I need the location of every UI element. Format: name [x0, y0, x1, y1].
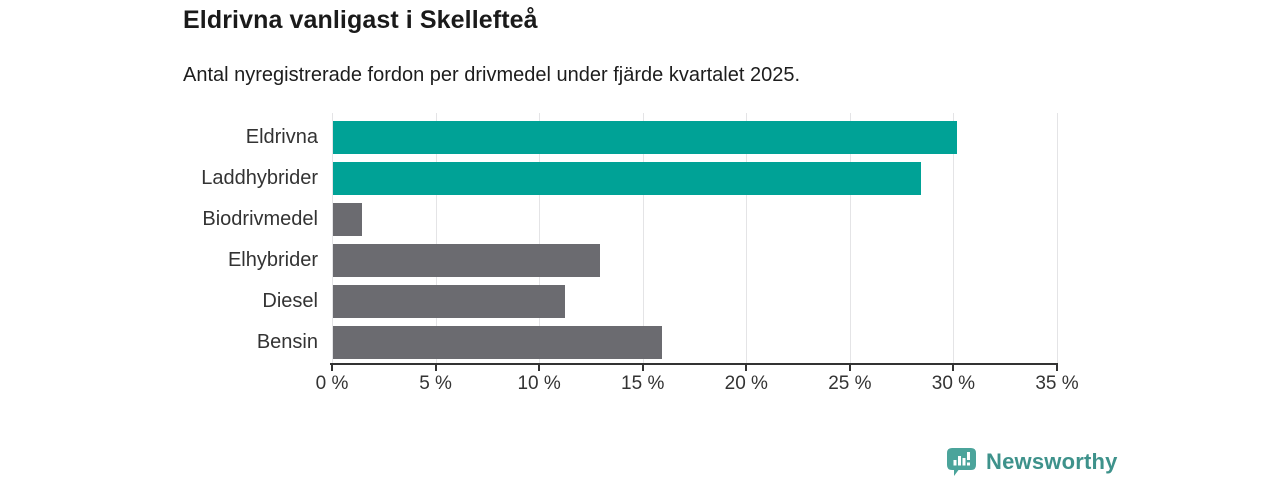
bar — [333, 285, 565, 318]
newsworthy-bar-chart-bubble-icon — [947, 448, 976, 476]
x-axis-tick-mark — [538, 365, 541, 371]
x-axis-tick-label: 25 % — [828, 373, 872, 394]
plot-area — [332, 113, 1058, 363]
x-axis-ticks: 0 % 5 % 10 % 15 % 20 % 25 % 30 % 35 % — [316, 365, 1079, 405]
newsworthy-logo: Newsworthy — [945, 446, 1118, 478]
x-axis-tick-label: 30 % — [931, 373, 976, 394]
bar — [333, 121, 957, 154]
x-axis-tick-label: 15 % — [621, 373, 665, 394]
category-label: Biodrivmedel — [202, 208, 318, 230]
x-axis-tick-mark — [331, 365, 333, 371]
gridline — [953, 113, 955, 363]
chart-subtitle: Antal nyregistrerade fordon per drivmede… — [183, 64, 801, 86]
x-axis-tick-mark — [745, 365, 748, 371]
x-axis-tick-label: 5 % — [419, 373, 452, 394]
category-label: Bensin — [256, 331, 318, 353]
gridline — [642, 113, 644, 363]
x-axis-tick-mark — [1056, 365, 1058, 371]
bar — [333, 162, 922, 195]
gridline — [539, 113, 541, 363]
x-axis-tick-label: 10 % — [517, 373, 561, 394]
bar — [333, 244, 601, 277]
category-label: Diesel — [262, 290, 318, 312]
gridline — [849, 113, 851, 363]
bar — [333, 326, 663, 359]
x-axis-line — [330, 363, 1058, 365]
newsworthy-logo-text: Newsworthy — [986, 449, 1118, 474]
gridline — [746, 113, 748, 363]
gridline — [1057, 113, 1058, 363]
x-axis-tick-mark — [434, 365, 437, 371]
x-axis-tick-label: 20 % — [724, 373, 768, 394]
category-label: Elhybrider — [227, 249, 318, 271]
x-axis-tick-label: 0 % — [315, 373, 349, 394]
x-axis-tick-mark — [952, 365, 955, 371]
category-label: Laddhybrider — [201, 167, 318, 189]
x-axis-tick-mark — [641, 365, 644, 371]
x-axis-tick-mark — [848, 365, 851, 371]
gridline — [435, 113, 437, 363]
bar — [333, 203, 362, 236]
category-label: Eldrivna — [245, 126, 318, 148]
x-axis-tick-label: 35 % — [1035, 373, 1079, 394]
chart-title: Eldrivna vanligast i Skellefteå — [183, 6, 538, 34]
gridline — [332, 113, 333, 363]
bar-chart: 0 % 5 % 10 % 15 % 20 % 25 % 30 % 35 % Eldrivna L… — [0, 113, 1280, 415]
